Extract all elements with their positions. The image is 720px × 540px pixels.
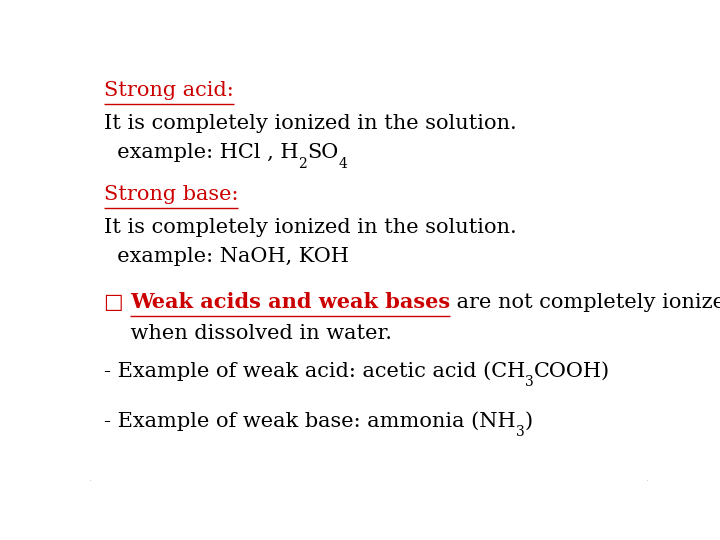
Text: COOH): COOH): [534, 362, 610, 381]
Text: 3: 3: [516, 424, 524, 438]
Text: 4: 4: [338, 157, 347, 171]
Text: Strong base:: Strong base:: [104, 185, 238, 204]
FancyBboxPatch shape: [87, 63, 651, 483]
Text: example: HCl , H: example: HCl , H: [104, 143, 299, 163]
Text: - Example of weak base: ammonia (NH: - Example of weak base: ammonia (NH: [104, 411, 516, 430]
Text: Weak acids and weak bases: Weak acids and weak bases: [130, 292, 451, 312]
Text: It is completely ionized in the solution.: It is completely ionized in the solution…: [104, 114, 517, 133]
Text: 3: 3: [525, 375, 534, 389]
Text: □: □: [104, 293, 130, 312]
Text: It is completely ionized in the solution.: It is completely ionized in the solution…: [104, 218, 517, 237]
Text: SO: SO: [307, 143, 338, 163]
Text: 2: 2: [299, 157, 307, 171]
Text: Strong acid:: Strong acid:: [104, 81, 234, 100]
Text: example: NaOH, KOH: example: NaOH, KOH: [104, 247, 348, 266]
Text: - Example of weak acid: acetic acid (CH: - Example of weak acid: acetic acid (CH: [104, 361, 525, 381]
Text: are not completely ionized: are not completely ionized: [451, 293, 720, 312]
Text: when dissolved in water.: when dissolved in water.: [104, 324, 392, 343]
Text: ): ): [524, 411, 533, 430]
